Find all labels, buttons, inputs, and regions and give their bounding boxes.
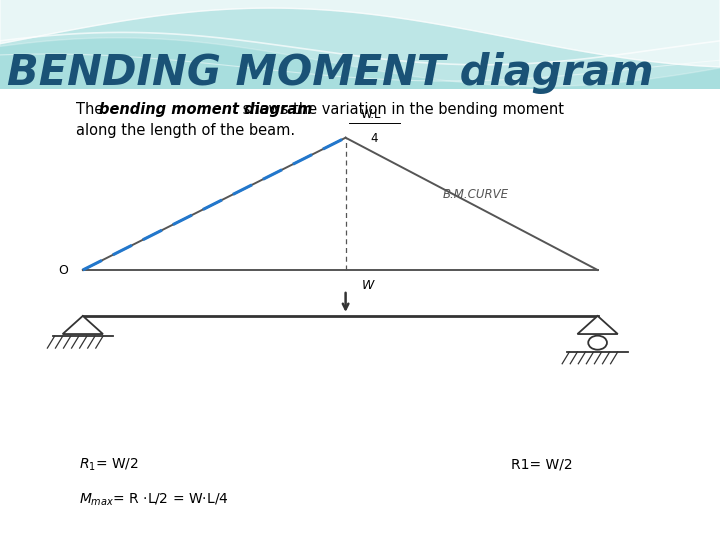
Polygon shape	[0, 0, 720, 89]
Text: $M_{max}$= R ·L/2 = W·L/4: $M_{max}$= R ·L/2 = W·L/4	[79, 491, 229, 508]
Text: $R_1$= W/2: $R_1$= W/2	[79, 456, 139, 472]
Polygon shape	[63, 316, 103, 334]
Polygon shape	[577, 316, 618, 334]
Text: W: W	[361, 279, 374, 292]
Text: O: O	[58, 264, 68, 276]
Text: shows the variation in the bending moment: shows the variation in the bending momen…	[238, 102, 564, 117]
Text: The: The	[76, 102, 107, 117]
Circle shape	[588, 336, 607, 350]
Text: 4: 4	[371, 132, 378, 145]
Text: along the length of the beam.: along the length of the beam.	[76, 123, 294, 138]
Text: B.M.CURVE: B.M.CURVE	[443, 188, 509, 201]
Text: BENDING MOMENT diagram: BENDING MOMENT diagram	[7, 52, 654, 94]
Text: bending moment diagram: bending moment diagram	[99, 102, 312, 117]
Text: R1= W/2: R1= W/2	[511, 457, 573, 471]
Text: W.L: W.L	[361, 109, 381, 122]
